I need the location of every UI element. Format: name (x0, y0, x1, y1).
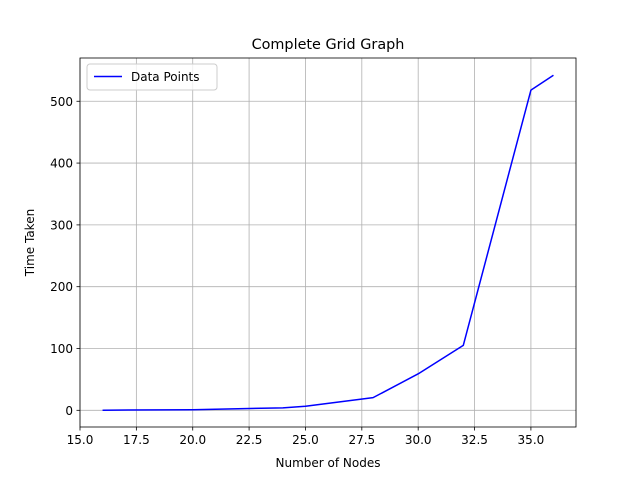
x-tick-label: 35.0 (518, 433, 545, 447)
y-tick-label: 400 (50, 157, 73, 171)
series-line-data-points (102, 74, 554, 411)
y-tick-label: 0 (65, 404, 73, 418)
plot-area-frame (79, 57, 577, 428)
x-tick-label: 20.0 (179, 433, 206, 447)
legend-box (86, 63, 218, 91)
grid (79, 58, 576, 427)
legend: Data Points (86, 63, 218, 91)
chart-title: Complete Grid Graph (252, 37, 405, 53)
y-tick-label: 500 (50, 95, 73, 109)
x-axis-title: Number of Nodes (276, 456, 381, 470)
series-layer (102, 74, 554, 411)
legend-entry-data-points: Data Points (131, 70, 200, 84)
y-tick-label: 300 (50, 218, 73, 232)
y-tick-label: 100 (50, 342, 73, 356)
x-tick-label: 30.0 (405, 433, 432, 447)
axis-ticks: 15.0 17.5 20.0 22.5 25.0 27.5 30.0 32.5 35.0 0 100… (50, 95, 544, 447)
x-tick-label: 22.5 (236, 433, 263, 447)
x-tick-label: 27.5 (348, 433, 375, 447)
y-axis-title: Time Taken (23, 209, 37, 277)
x-tick-label: 15.0 (67, 433, 94, 447)
y-tick-label: 200 (50, 280, 73, 294)
x-tick-label: 32.5 (461, 433, 488, 447)
x-tick-label: 25.0 (292, 433, 319, 447)
x-tick-label: 17.5 (123, 433, 150, 447)
